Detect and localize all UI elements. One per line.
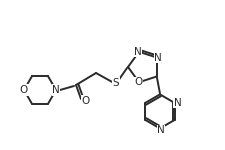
Text: N: N xyxy=(173,98,181,108)
Text: O: O xyxy=(133,77,142,87)
Text: O: O xyxy=(20,85,28,95)
Text: N: N xyxy=(153,53,161,63)
Text: N: N xyxy=(134,47,141,57)
Text: O: O xyxy=(81,96,90,106)
Text: S: S xyxy=(112,78,119,88)
Text: N: N xyxy=(156,125,164,135)
Text: N: N xyxy=(52,85,60,95)
